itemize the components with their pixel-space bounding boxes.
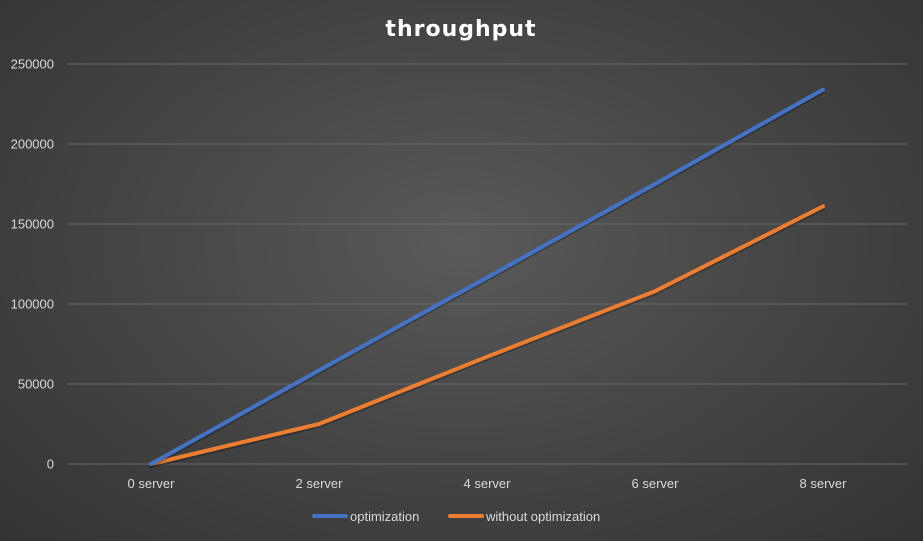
y-axis: 0 50000 100000 150000 200000 250000 <box>11 57 54 472</box>
series-line-optimization <box>149 87 825 466</box>
y-tick-label: 200000 <box>11 137 54 152</box>
gridlines <box>67 63 907 465</box>
legend: optimization without optimization <box>312 509 600 524</box>
x-tick-label: 6 server <box>632 476 680 491</box>
x-tick-label: 4 server <box>464 476 512 491</box>
x-tick-label: 2 server <box>296 476 344 491</box>
series-lines <box>149 87 825 468</box>
y-tick-label: 150000 <box>11 217 54 232</box>
legend-label: without optimization <box>485 509 600 524</box>
chart-title: throughput <box>385 17 536 42</box>
x-axis: 0 server 2 server 4 server 6 server 8 server <box>128 476 848 491</box>
y-tick-label: 0 <box>47 457 54 472</box>
y-tick-label: 250000 <box>11 57 54 72</box>
series-line-without-optimization <box>149 204 825 466</box>
y-tick-label: 50000 <box>18 377 54 392</box>
y-tick-label: 100000 <box>11 297 54 312</box>
legend-label: optimization <box>350 509 419 524</box>
x-tick-label: 8 server <box>800 476 848 491</box>
x-tick-label: 0 server <box>128 476 176 491</box>
series-shadow <box>149 206 825 468</box>
